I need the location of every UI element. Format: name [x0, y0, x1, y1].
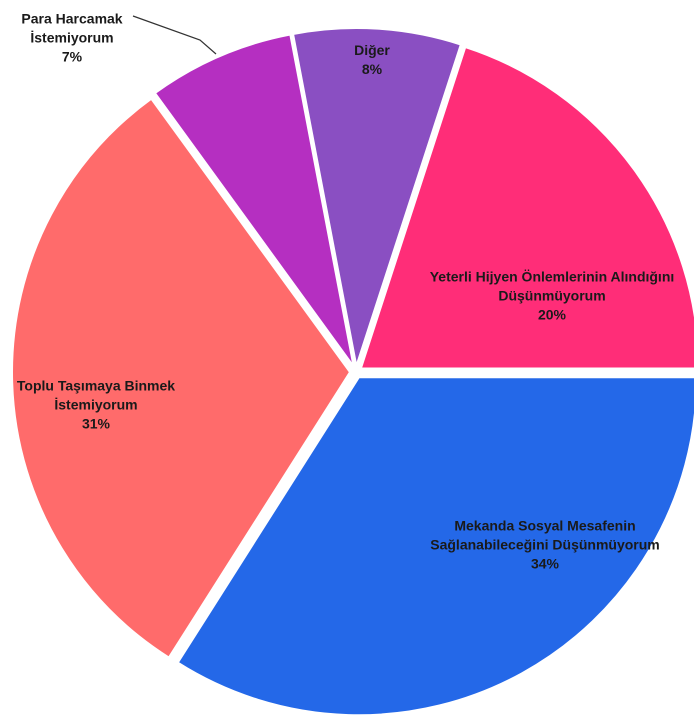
category-label: Mekanda Sosyal Mesafenin Sağlanabileceği… [430, 517, 660, 553]
category-label: Toplu Taşımaya Binmek İstemiyorum [16, 377, 176, 413]
pie-slice [176, 376, 694, 717]
value-label: 31% [81, 415, 111, 432]
category-label: Diğer [354, 42, 390, 58]
slice-label: Para Harcamak İstemiyorum 7% [7, 10, 137, 67]
category-label: Yeterli Hijyen Önlemlerinin Alındığını D… [429, 268, 675, 304]
slice-label: Mekanda Sosyal Mesafenin Sağlanabileceği… [425, 517, 665, 574]
slice-label: Toplu Taşımaya Binmek İstemiyorum 31% [0, 377, 204, 434]
value-label: 34% [530, 555, 560, 572]
value-label: 8% [361, 61, 383, 77]
value-label: 7% [61, 48, 83, 65]
category-label: Para Harcamak İstemiyorum [21, 10, 123, 46]
leader-line [132, 15, 217, 55]
slice-label: Yeterli Hijyen Önlemlerinin Alındığını D… [427, 268, 677, 325]
value-label: 20% [537, 306, 567, 323]
slice-label: Diğer 8% [337, 41, 407, 79]
pie-slice [11, 97, 352, 659]
pie-slice [291, 27, 463, 367]
pie-slice [153, 33, 355, 368]
pie-slice [359, 45, 694, 370]
